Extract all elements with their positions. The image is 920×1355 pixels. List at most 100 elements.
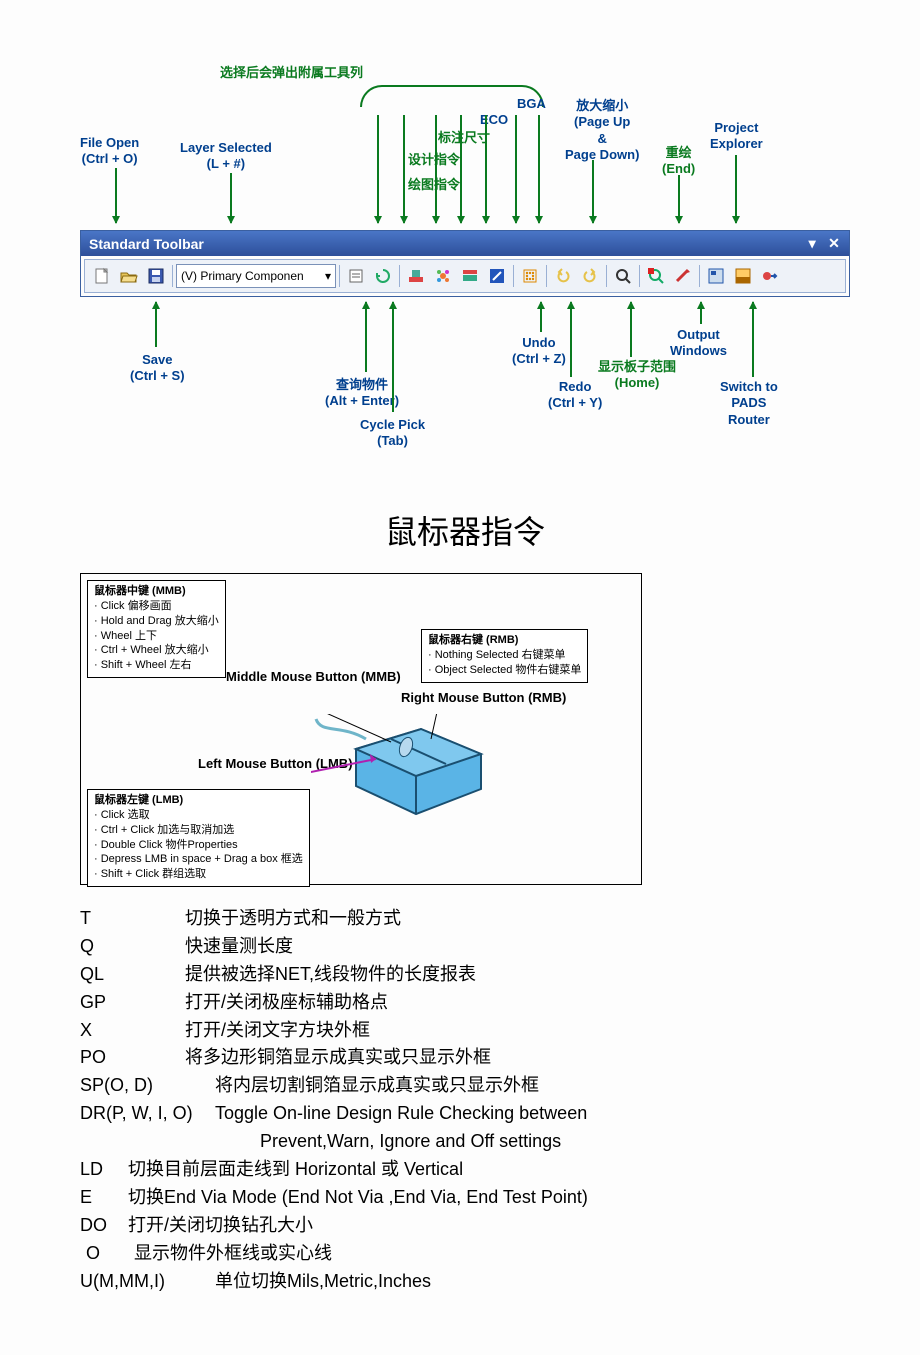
- standard-toolbar: Standard Toolbar ▾ ✕ (V) Primary Compone…: [80, 230, 850, 297]
- shortcut-desc: 单位切换Mils,Metric,Inches: [215, 1268, 850, 1296]
- shortcut-key: O: [80, 1240, 134, 1268]
- rmb-label: Right Mouse Button (RMB): [401, 690, 566, 706]
- top-callouts: 选择后会弹出附属工具列 File Open (Ctrl + O) Layer S…: [80, 60, 850, 230]
- file-open-label: File Open (Ctrl + O): [80, 135, 139, 168]
- lmb-rows: · Click 选取· Ctrl + Click 加选与取消加选· Double…: [94, 808, 303, 882]
- toolbar-row: (V) Primary Componen ▾: [84, 259, 846, 293]
- shortcut-desc: 切换于透明方式和一般方式: [185, 905, 850, 933]
- shortcut-row: U(M,MM,I)单位切换Mils,Metric,Inches: [80, 1268, 850, 1296]
- output-window-button[interactable]: [730, 263, 756, 289]
- list-item: · Double Click 物件Properties: [94, 838, 303, 853]
- arrow-down-icon: [515, 115, 517, 223]
- cycle-button[interactable]: [370, 263, 396, 289]
- eco-button[interactable]: [484, 263, 510, 289]
- shortcut-desc: 快速量测长度: [185, 933, 850, 961]
- shortcut-row: T切换于透明方式和一般方式: [80, 905, 850, 933]
- close-icon[interactable]: ✕: [827, 235, 841, 252]
- toolbar-titlebar: Standard Toolbar ▾ ✕: [81, 231, 849, 256]
- open-button[interactable]: [116, 263, 142, 289]
- arrow-down-icon: [592, 160, 594, 223]
- list-item: · Shift + Wheel 左右: [94, 658, 219, 673]
- popup-hint: 选择后会弹出附属工具列: [220, 65, 363, 81]
- design-button[interactable]: [430, 263, 456, 289]
- switch-pads-button[interactable]: [757, 263, 783, 289]
- proj-explorer-label: Project Explorer: [710, 120, 763, 153]
- shortcut-desc: 切换End Via Mode (End Not Via ,End Via, En…: [128, 1184, 850, 1212]
- shortcut-row: Q快速量测长度: [80, 933, 850, 961]
- arrow-up-icon: [570, 302, 572, 377]
- arrow-down-icon: [435, 115, 437, 223]
- shortcut-key: E: [80, 1184, 128, 1212]
- shortcut-desc: Toggle On-line Design Rule Checking betw…: [215, 1100, 850, 1128]
- zoom-label: 放大缩小 (Page Up & Page Down): [565, 98, 639, 163]
- shortcut-key: T: [80, 905, 185, 933]
- list-item: · Wheel 上下: [94, 629, 219, 644]
- output-win-label: Output Windows: [670, 327, 727, 360]
- redo-button[interactable]: [577, 263, 603, 289]
- shortcut-list: T切换于透明方式和一般方式Q快速量测长度QL提供被选择NET,线段物件的长度报表…: [80, 905, 850, 1295]
- properties-button[interactable]: [343, 263, 369, 289]
- list-item: · Nothing Selected 右键菜单: [428, 648, 581, 663]
- bottom-callouts: Save (Ctrl + S) 查询物件 (Alt + Enter) Cycle…: [80, 297, 850, 497]
- list-item: · Depress LMB in space + Drag a box 框选: [94, 852, 303, 867]
- drafting-button[interactable]: [403, 263, 429, 289]
- arrow-down-icon: [735, 155, 737, 223]
- layer-selected-label: Layer Selected (L + #): [180, 140, 272, 173]
- save-label: Save (Ctrl + S): [130, 352, 185, 385]
- dimension-button[interactable]: [457, 263, 483, 289]
- arrow-up-icon: [540, 302, 542, 332]
- list-item: · Hold and Drag 放大缩小: [94, 614, 219, 629]
- save-button[interactable]: [143, 263, 169, 289]
- toolbar-title-text: Standard Toolbar: [89, 236, 204, 252]
- rmb-box: 鼠标器右键 (RMB) · Nothing Selected 右键菜单· Obj…: [421, 629, 588, 683]
- arrow-down-icon: [485, 115, 487, 223]
- dim-annot-label: 标注尺寸: [438, 130, 490, 146]
- project-explorer-button[interactable]: [703, 263, 729, 289]
- mmb-box-head: 鼠标器中键 (MMB): [94, 584, 219, 599]
- layer-select[interactable]: (V) Primary Componen ▾: [176, 264, 336, 288]
- shortcut-row: QL提供被选择NET,线段物件的长度报表: [80, 961, 850, 989]
- shortcut-row: X打开/关闭文字方块外框: [80, 1017, 850, 1045]
- shortcut-desc: 显示物件外框线或实心线: [134, 1240, 850, 1268]
- shortcut-row: LD切换目前层面走线到 Horizontal 或 Vertical: [80, 1156, 850, 1184]
- layer-select-text: (V) Primary Componen: [181, 269, 304, 283]
- list-item: · Click 偏移画面: [94, 599, 219, 614]
- zoom-button[interactable]: [610, 263, 636, 289]
- mouse-icon: [311, 714, 501, 834]
- arrow-up-icon: [630, 302, 632, 357]
- cycle-label: Cycle Pick (Tab): [360, 417, 425, 450]
- shortcut-desc: 打开/关闭文字方块外框: [185, 1017, 850, 1045]
- redraw-label: 重绘 (End): [662, 145, 695, 178]
- shortcut-key: LD: [80, 1156, 128, 1184]
- arrow-down-icon: [403, 115, 405, 223]
- arrow-down-icon: [115, 168, 117, 223]
- list-item: · Click 选取: [94, 808, 303, 823]
- mmb-rows: · Click 偏移画面· Hold and Drag 放大缩小· Wheel …: [94, 599, 219, 673]
- shortcut-key: QL: [80, 961, 185, 989]
- lmb-box: 鼠标器左键 (LMB) · Click 选取· Ctrl + Click 加选与…: [87, 789, 310, 887]
- board-extents-button[interactable]: [643, 263, 669, 289]
- bga-button[interactable]: [517, 263, 543, 289]
- shortcut-desc: 打开/关闭切换钻孔大小: [128, 1212, 850, 1240]
- arrow-up-icon: [392, 302, 394, 412]
- bga-label: BGA: [517, 96, 546, 112]
- arrow-up-icon: [700, 302, 702, 324]
- redo-label: Redo (Ctrl + Y): [548, 379, 602, 412]
- shortcut-row: GP打开/关闭极座标辅助格点: [80, 989, 850, 1017]
- rmb-rows: · Nothing Selected 右键菜单· Object Selected…: [428, 648, 581, 678]
- toolbar-window-controls: ▾ ✕: [801, 235, 841, 252]
- shortcut-desc: 提供被选择NET,线段物件的长度报表: [185, 961, 850, 989]
- undo-button[interactable]: [550, 263, 576, 289]
- page: 选择后会弹出附属工具列 File Open (Ctrl + O) Layer S…: [0, 0, 920, 1355]
- list-item: · Ctrl + Click 加选与取消加选: [94, 823, 303, 838]
- shortcut-row: DR(P, W, I, O)Toggle On-line Design Rule…: [80, 1100, 850, 1128]
- shortcut-desc: 打开/关闭极座标辅助格点: [185, 989, 850, 1017]
- dropdown-icon[interactable]: ▾: [805, 235, 819, 252]
- arrow-down-icon: [230, 173, 232, 223]
- switch-pads-label: Switch to PADS Router: [720, 379, 778, 428]
- shortcut-desc: Prevent,Warn, Ignore and Off settings: [260, 1128, 850, 1156]
- redraw-button[interactable]: [670, 263, 696, 289]
- board-extent-label: 显示板子范围 (Home): [598, 359, 676, 392]
- shortcut-row: E切换End Via Mode (End Not Via ,End Via, E…: [80, 1184, 850, 1212]
- new-button[interactable]: [89, 263, 115, 289]
